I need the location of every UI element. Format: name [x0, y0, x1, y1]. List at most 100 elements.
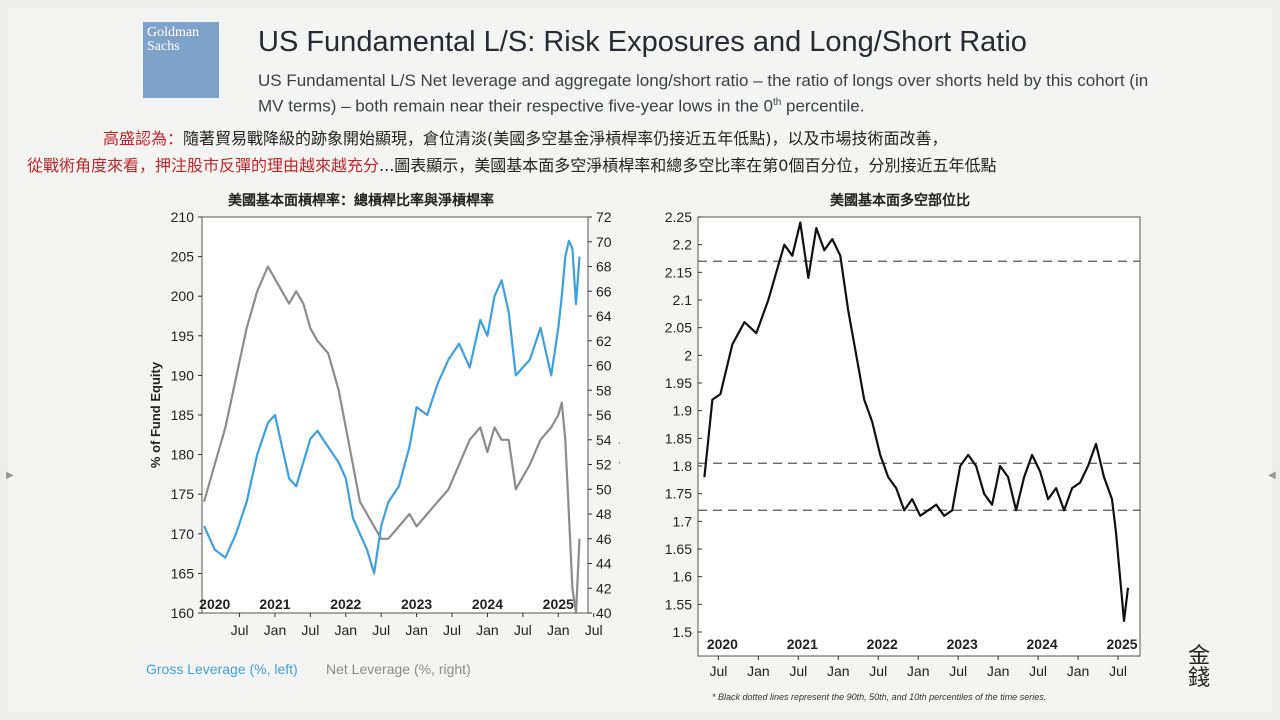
y-tick-label-15: 2.25 [665, 209, 692, 225]
y-tick-label-0: 1.5 [673, 624, 693, 640]
right-tick-label-12: 64 [596, 308, 612, 324]
left-tick-label-0: 160 [171, 605, 195, 621]
right-tick-label-9: 58 [596, 382, 612, 398]
month-label-5: Jan [405, 622, 428, 638]
right-tick-label-14: 68 [596, 259, 612, 275]
goldman-sachs-logo: Goldman Sachs [143, 22, 219, 98]
commentary-line-1-highlight: 高盛認為： [103, 129, 184, 148]
leverage-chart-title: 美國基本面槓桿率：總槓桿比率與淨槓桿率 [228, 193, 494, 209]
month-label-7: Jan [476, 622, 499, 638]
commentary-line-1: 高盛認為：隨著貿易戰降級的跡象開始顯現，倉位清淡(美國多空基金淨槓桿率仍接近五年… [103, 125, 948, 149]
left-tick-label-1: 165 [171, 565, 195, 581]
year-label-2021: 2021 [787, 636, 818, 652]
ratio-chart-title: 美國基本面多空部位比 [830, 193, 970, 209]
year-label-2025: 2025 [543, 596, 574, 612]
month-label-2: Jul [789, 663, 807, 679]
year-label-2025: 2025 [1106, 636, 1137, 652]
month-label-8: Jul [514, 622, 532, 638]
month-label-3: Jan [334, 622, 357, 638]
long-short-ratio-line [703, 221, 1130, 622]
left-tick-label-10: 210 [171, 209, 195, 225]
year-label-2023: 2023 [401, 596, 432, 612]
right-tick-label-15: 70 [596, 234, 612, 250]
left-tick-label-5: 185 [171, 407, 195, 423]
right-tick-label-7: 54 [596, 432, 612, 448]
y-tick-label-5: 1.75 [665, 486, 692, 502]
year-label-2020: 2020 [199, 596, 230, 612]
commentary-line-1-text: 隨著貿易戰降級的跡象開始顯現，倉位清淡(美國多空基金淨槓桿率仍接近五年低點)，以… [183, 129, 948, 148]
legend-net-label: Net Leverage (%, right) [326, 661, 471, 677]
month-label-9: Jan [1067, 663, 1090, 679]
legend-gross: Gross Leverage (%, left) [146, 661, 298, 677]
right-tick-label-1: 42 [596, 580, 612, 596]
commentary-line-2-highlight: 從戰術角度來看，押注股市反彈的理由越來越充分 [27, 156, 380, 175]
year-label-2024: 2024 [1027, 636, 1058, 652]
left-tick-label-4: 180 [171, 447, 195, 463]
y-tick-label-4: 1.7 [673, 513, 693, 529]
right-tick-label-16: 72 [596, 209, 612, 225]
y-tick-label-9: 1.95 [665, 375, 692, 391]
legend-net: Net Leverage (%, right) [326, 661, 471, 677]
year-label-2022: 2022 [330, 596, 361, 612]
y-tick-label-11: 2.05 [665, 320, 692, 336]
y-tick-label-8: 1.9 [673, 403, 693, 419]
leverage-chart: 160 165 170 175 180 185 190 195 200 205 210 40 42 44 4… [148, 209, 620, 638]
subtitle-text: US Fundamental L/S Net leverage and aggr… [258, 71, 1149, 116]
y-tick-label-14: 2.2 [673, 237, 693, 253]
month-label-1: Jan [747, 663, 770, 679]
right-tick-label-0: 40 [596, 605, 612, 621]
y-tick-label-1: 1.55 [665, 596, 692, 612]
net-leverage-line [203, 265, 581, 615]
year-label-2024: 2024 [472, 596, 503, 612]
right-tick-label-13: 66 [596, 283, 612, 299]
right-tick-label-3: 46 [596, 531, 612, 547]
month-label-10: Jul [585, 622, 603, 638]
commentary-line-2: 從戰術角度來看，押注股市反彈的理由越來越充分...圖表顯示，美國基本面多空淨槓桿… [27, 152, 996, 176]
left-tick-label-7: 195 [171, 328, 195, 344]
y-tick-label-6: 1.8 [673, 458, 693, 474]
year-label-2022: 2022 [867, 636, 898, 652]
year-label-2023: 2023 [947, 636, 978, 652]
page-subtitle: US Fundamental L/S Net leverage and aggr… [258, 70, 1158, 118]
chart-footnote: * Black dotted lines represent the 90th,… [712, 692, 1047, 702]
right-tick-label-6: 52 [596, 457, 612, 473]
y-tick-label-3: 1.65 [665, 541, 692, 557]
year-label-2021: 2021 [259, 596, 290, 612]
long-short-ratio-chart: 1.5 1.55 1.6 1.65 1.7 1.75 1.8 1.85 1.9 1.95 2 2.05… [665, 209, 1141, 679]
month-label-8: Jul [1029, 663, 1047, 679]
left-axis-label: % of Fund Equity [148, 361, 163, 468]
right-arrow-icon[interactable]: ◀ [1268, 470, 1276, 481]
month-label-7: Jan [987, 663, 1010, 679]
logo-text: Goldman Sachs [147, 25, 200, 54]
month-label-6: Jul [443, 622, 461, 638]
y-tick-label-2: 1.6 [673, 569, 693, 585]
right-tick-label-4: 48 [596, 506, 612, 522]
month-label-9: Jan [547, 622, 570, 638]
right-axis-label: % of Fund Equity [619, 362, 620, 469]
commentary-line-2-text: ...圖表顯示，美國基本面多空淨槓桿率和總多空比率在第0個百分位，分別接近五年低… [379, 156, 997, 175]
month-label-3: Jan [827, 663, 850, 679]
month-label-4: Jul [869, 663, 887, 679]
right-tick-label-8: 56 [596, 407, 612, 423]
y-tick-label-10: 2 [684, 347, 692, 363]
left-arrow-icon[interactable]: ▶ [6, 470, 14, 481]
gross-leverage-line [203, 239, 581, 575]
right-tick-label-11: 62 [596, 333, 612, 349]
month-label-0: Jul [709, 663, 727, 679]
right-tick-label-5: 50 [596, 481, 612, 497]
y-tick-label-13: 2.15 [665, 264, 692, 280]
left-tick-label-2: 170 [171, 526, 195, 542]
left-tick-label-9: 205 [171, 249, 195, 265]
left-tick-label-3: 175 [171, 486, 195, 502]
page-title: US Fundamental L/S: Risk Exposures and L… [258, 26, 1027, 58]
plot-area [201, 216, 589, 614]
month-label-6: Jul [949, 663, 967, 679]
left-tick-label-8: 200 [171, 288, 195, 304]
plot-area [697, 216, 1141, 657]
y-tick-label-7: 1.85 [665, 430, 692, 446]
right-tick-label-10: 60 [596, 358, 612, 374]
month-label-4: Jul [372, 622, 390, 638]
subtitle-superscript: th [772, 97, 782, 108]
month-label-2: Jul [301, 622, 319, 638]
right-tick-label-2: 44 [596, 556, 612, 572]
